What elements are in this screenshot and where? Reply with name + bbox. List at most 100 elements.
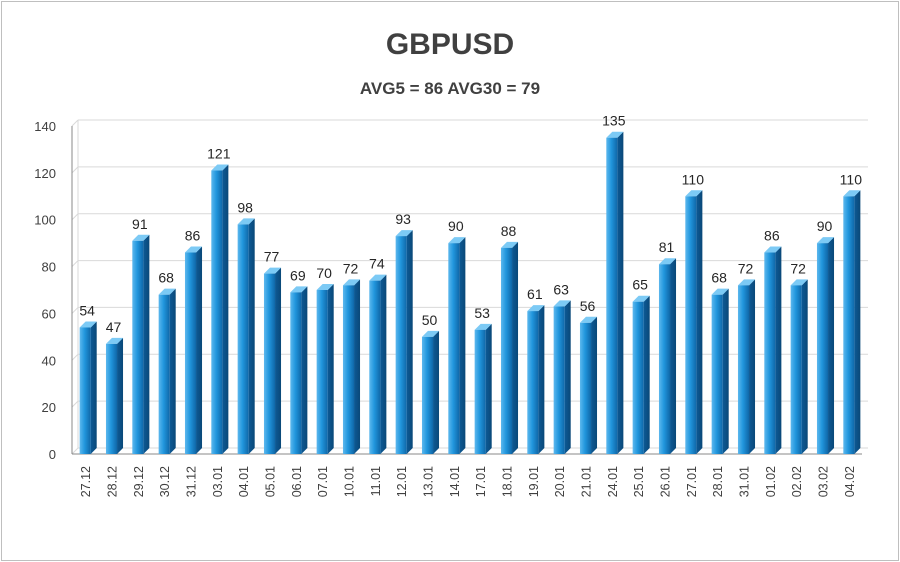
- bar-14.01: [448, 237, 466, 454]
- x-tick-label: 31.12: [185, 466, 199, 497]
- data-label: 72: [738, 260, 754, 276]
- bar-side: [512, 241, 519, 454]
- bar-26.01: [658, 258, 677, 454]
- bar: [790, 285, 802, 454]
- x-tick-label: 12.01: [395, 466, 409, 497]
- bar-31.01: [737, 279, 756, 454]
- x-tick-label: 14.01: [448, 466, 462, 497]
- chart-subtitle: AVG5 = 86 AVG30 = 79: [359, 79, 541, 98]
- bar: [237, 224, 249, 454]
- bar-20.01: [553, 300, 571, 454]
- data-label: 61: [527, 286, 543, 302]
- bar: [421, 336, 434, 454]
- bar-side: [775, 246, 782, 454]
- bar-side: [854, 190, 861, 455]
- gridline-edge: [71, 119, 79, 127]
- bar-top: [764, 246, 782, 253]
- bar-04.01: [237, 218, 255, 454]
- bar-28.12: [105, 337, 124, 454]
- bar-top: [342, 279, 361, 286]
- bar: [816, 243, 829, 454]
- x-tick-label: 19.01: [527, 466, 541, 497]
- bar-27.01: [685, 190, 703, 455]
- data-label: 69: [290, 267, 306, 283]
- bar-side: [828, 237, 835, 454]
- data-label: 90: [817, 218, 833, 234]
- x-tick-label: 11.01: [369, 466, 383, 496]
- x-tick-label: 26.01: [659, 466, 673, 497]
- x-tick-labels: 27.12 28.12 29.12 30.12 31.12 03.01 04.01 05.01…: [79, 466, 857, 497]
- x-tick-label: 03.02: [817, 466, 831, 497]
- y-tick-label: 20: [42, 400, 56, 415]
- x-tick-label: 02.02: [790, 466, 804, 497]
- data-label: 54: [79, 302, 95, 318]
- bar-top: [711, 288, 729, 295]
- gridlines: [71, 119, 868, 455]
- data-label: 74: [369, 256, 385, 272]
- axes: [71, 120, 862, 455]
- bar-top: [158, 288, 176, 295]
- bar-top: [184, 246, 203, 253]
- data-label: 86: [185, 228, 201, 244]
- bar-29.12: [132, 234, 150, 454]
- bar-top: [632, 295, 650, 302]
- data-label: 91: [132, 216, 148, 232]
- bar-top: [658, 258, 677, 265]
- bar-19.01: [527, 305, 545, 454]
- bar-side: [801, 279, 808, 454]
- bar-top: [474, 323, 492, 330]
- gridline-edge: [71, 447, 79, 455]
- x-tick-label: 06.01: [290, 466, 304, 497]
- bar: [737, 285, 750, 454]
- bars: [79, 131, 861, 455]
- y-tick-labels: 0 20 40 60 80 100 120 140: [34, 119, 56, 462]
- bar-side: [670, 258, 677, 454]
- bar-03.01: [211, 164, 229, 454]
- x-tick-label: 28.12: [106, 466, 120, 497]
- bar: [764, 252, 776, 454]
- bar-side: [143, 234, 150, 454]
- data-label: 47: [106, 319, 122, 335]
- x-tick-label: 05.01: [264, 466, 278, 497]
- x-tick-label: 27.12: [79, 466, 93, 497]
- bar-side: [696, 190, 703, 455]
- bar: [316, 290, 328, 454]
- bar-07.01: [316, 284, 334, 454]
- x-tick-label: 13.01: [422, 466, 436, 497]
- bar: [184, 252, 197, 454]
- x-tick-label: 21.01: [580, 466, 594, 497]
- bar-side: [564, 300, 571, 454]
- data-label: 50: [422, 312, 438, 328]
- bar-12.01: [395, 230, 413, 454]
- bar-side: [327, 284, 334, 454]
- bar-03.02: [816, 237, 835, 454]
- y-tick-label: 80: [42, 260, 56, 275]
- bar-05.01: [263, 267, 282, 454]
- gridline-edge: [71, 260, 79, 267]
- data-label: 68: [158, 270, 174, 286]
- bar: [474, 329, 486, 454]
- x-tick-label: 28.01: [711, 466, 725, 497]
- bar-30.12: [158, 288, 176, 454]
- data-label: 88: [501, 223, 517, 239]
- bar: [79, 327, 91, 454]
- bar: [500, 247, 513, 454]
- x-tick-label: 25.01: [632, 466, 646, 497]
- bar-top: [737, 279, 756, 286]
- bar-28.01: [711, 288, 729, 454]
- x-tick-label: 31.01: [738, 466, 752, 497]
- bar: [263, 273, 276, 454]
- data-label: 93: [395, 211, 411, 227]
- x-tick-label: 04.01: [237, 466, 251, 497]
- y-tick-label: 60: [42, 306, 56, 321]
- bar: [579, 322, 592, 454]
- x-tick-label: 03.01: [211, 466, 225, 497]
- x-tick-label: 07.01: [316, 466, 330, 497]
- bar-side: [275, 267, 282, 454]
- bar-side: [485, 323, 492, 454]
- bar: [527, 311, 539, 454]
- bar-31.12: [184, 246, 203, 454]
- bar: [843, 196, 855, 455]
- gridline-edge: [71, 166, 79, 174]
- y-tick-label: 40: [42, 353, 56, 368]
